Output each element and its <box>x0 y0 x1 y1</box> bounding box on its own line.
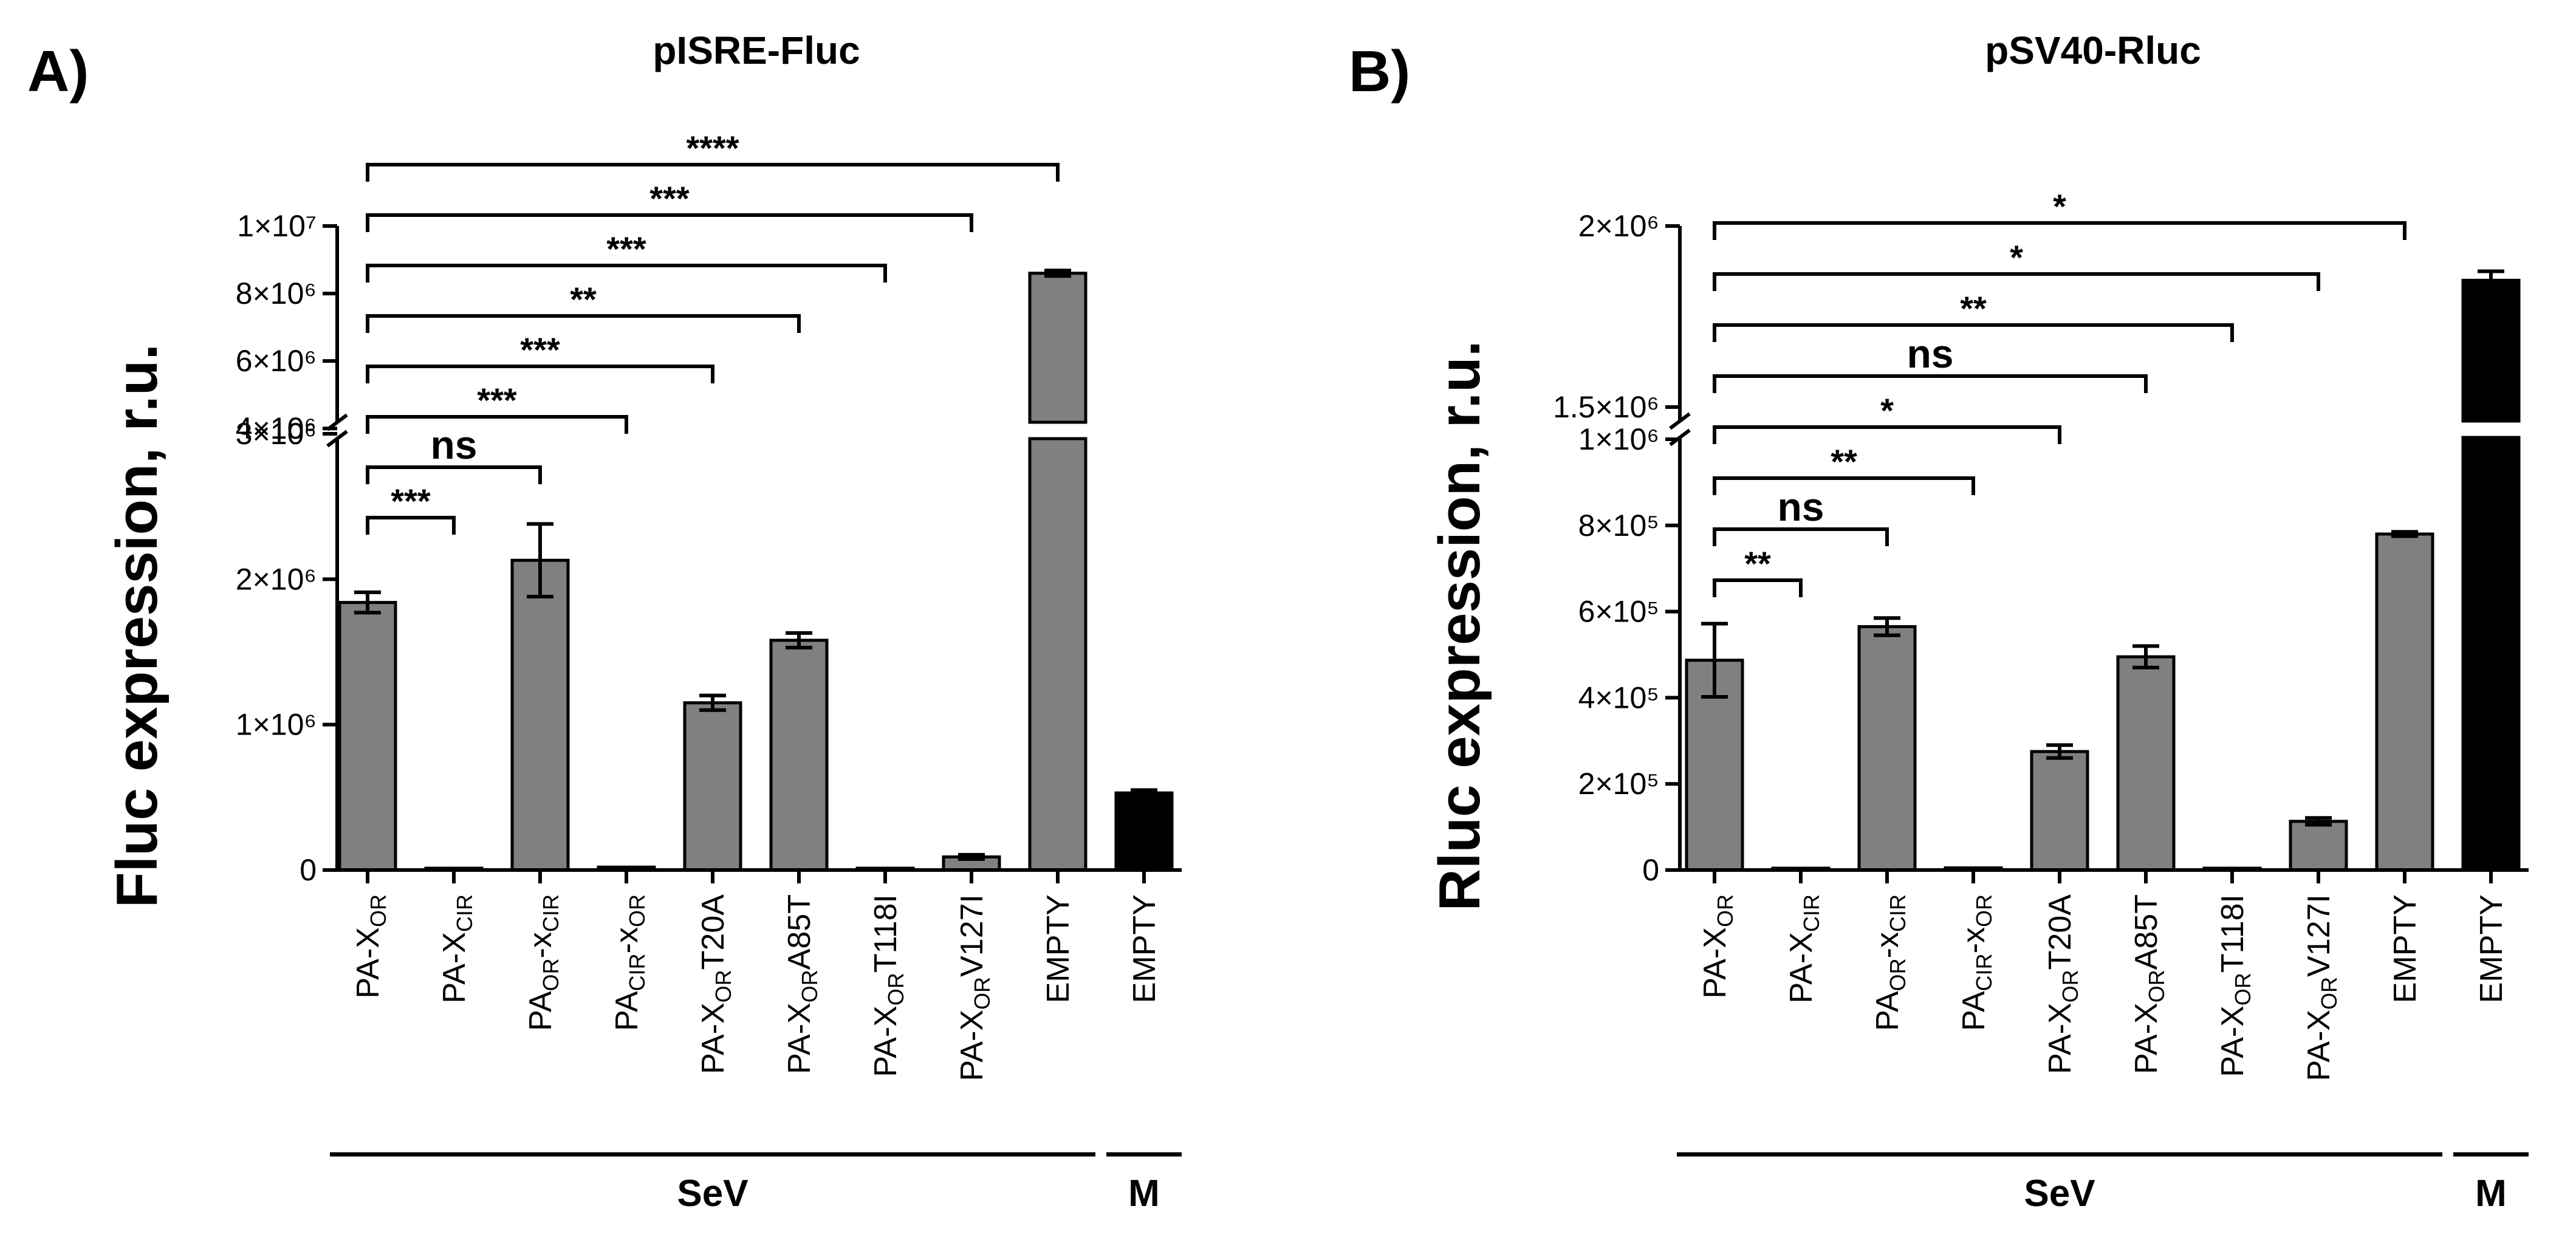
significance-label: ** <box>570 280 597 318</box>
significance-label: ** <box>1960 289 1987 327</box>
y-tick-label: 4×10⁶ <box>236 411 317 445</box>
group-label: M <box>1128 1173 1160 1215</box>
x-category-label: PACIR-xOR <box>1956 894 1996 1031</box>
x-category-label: PA-XCIR <box>1784 894 1824 1004</box>
significance-bracket <box>366 264 887 283</box>
significance-label: *** <box>391 482 431 520</box>
x-category-label: EMPTY <box>2474 894 2509 1003</box>
significance-bracket <box>1713 425 2061 444</box>
x-category-label: EMPTY <box>1041 894 1076 1003</box>
bar-lower-segment <box>2461 436 2521 872</box>
panel-a-y-axis-label: Fluc expression, r.u. <box>104 344 170 908</box>
bar-lower-segment <box>1028 437 1088 872</box>
panel-a-label: A) <box>27 39 89 104</box>
significance-bracket <box>1713 323 2234 342</box>
y-tick-label: 2×10⁵ <box>1578 767 1659 801</box>
y-tick-label: 2×10⁶ <box>236 562 317 596</box>
bar <box>338 601 397 872</box>
y-tick-label: 0 <box>1642 853 1659 887</box>
y-tick-label: 8×10⁶ <box>236 276 317 310</box>
axis-break-mark <box>1669 412 1691 430</box>
x-category-label: PA-XCIR <box>437 894 477 1004</box>
significance-label: * <box>1880 391 1894 430</box>
significance-label: ns <box>430 422 477 467</box>
x-category-label: PA-XORV127I <box>2301 894 2341 1081</box>
significance-bracket <box>366 213 973 232</box>
x-category-label: EMPTY <box>2388 894 2423 1003</box>
group-label: M <box>2475 1173 2507 1215</box>
bar-upper-segment <box>2461 278 2521 423</box>
significance-label: ns <box>1906 331 1953 376</box>
y-tick-label: 8×10⁵ <box>1578 509 1659 543</box>
x-category-label: PAOR-xCIR <box>1870 894 1910 1031</box>
y-tick-label: 6×10⁵ <box>1578 595 1659 629</box>
x-category-label: PA-XORV127I <box>954 894 995 1081</box>
bar <box>2289 820 2348 872</box>
panel-a-chart: A) pISRE-Fluc Fluc expression, r.u. 0 1×1… <box>27 29 1182 1215</box>
group-label: SeV <box>2024 1173 2095 1215</box>
significance-label: **** <box>686 129 739 167</box>
y-tick-label: 1.5×10⁶ <box>1553 390 1659 424</box>
bar <box>2030 750 2089 872</box>
significance-bracket <box>366 415 628 434</box>
significance-label: ** <box>1744 544 1771 583</box>
significance-label: * <box>2010 238 2023 276</box>
significance-label: * <box>2053 187 2066 225</box>
significance-label: *** <box>606 230 646 268</box>
significance-label: *** <box>649 179 690 218</box>
significance-label: *** <box>520 331 560 369</box>
significance-bracket <box>1713 221 2406 240</box>
x-category-label: EMPTY <box>1127 894 1162 1003</box>
bar <box>1114 791 1174 872</box>
x-category-label: PA-XORT20A <box>696 894 736 1074</box>
y-tick-label: 1×10⁷ <box>237 209 317 243</box>
y-tick-label: 4×10⁵ <box>1578 680 1659 714</box>
significance-label: ns <box>1777 484 1824 529</box>
panel-b-y-axis-label: Rluc expression, r.u. <box>1427 341 1492 911</box>
y-tick-label: 2×10⁶ <box>1578 209 1659 243</box>
x-category-label: PA-XORT20A <box>2043 894 2083 1074</box>
bar <box>769 639 829 872</box>
significance-bracket <box>1713 272 2320 291</box>
significance-bracket <box>1713 578 1803 597</box>
panel-b-label: B) <box>1349 39 1410 104</box>
axis-break-mark <box>326 430 348 448</box>
panel-a-title: pISRE-Fluc <box>653 29 860 72</box>
significance-label: ** <box>1831 442 1857 481</box>
bar <box>1857 625 1917 872</box>
significance-bracket <box>366 365 714 383</box>
significance-label: *** <box>477 381 517 419</box>
x-category-label: PA-XORT118I <box>2215 894 2255 1077</box>
x-category-label: PA-XORT118I <box>868 894 908 1077</box>
y-tick-label: 6×10⁶ <box>236 344 317 378</box>
significance-bracket <box>1713 374 2148 393</box>
bar <box>2375 532 2434 872</box>
x-category-label: PA-XORA85T <box>782 894 822 1074</box>
group-label: SeV <box>677 1173 748 1215</box>
significance-bracket <box>366 314 801 333</box>
significance-bracket <box>366 516 456 535</box>
bar <box>2116 655 2176 872</box>
y-tick-label: 1×10⁶ <box>1578 422 1659 456</box>
x-category-label: PA-XOR <box>1697 894 1738 999</box>
bar <box>510 558 570 872</box>
significance-bracket <box>366 163 1060 182</box>
y-tick-label: 1×10⁶ <box>236 708 317 742</box>
x-category-label: PA-XORA85T <box>2129 894 2169 1074</box>
x-category-label: PA-XOR <box>351 894 391 999</box>
significance-bracket <box>1713 476 1975 495</box>
bar-upper-segment <box>1028 272 1088 424</box>
x-category-label: PACIR-xOR <box>609 894 649 1031</box>
panel-b-title: pSV40-Rluc <box>1985 29 2201 72</box>
x-category-label: PAOR-xCIR <box>523 894 563 1031</box>
significance-bracket <box>1713 527 1889 546</box>
significance-bracket <box>366 465 542 484</box>
panel-b-chart: B) pSV40-Rluc Rluc expression, r.u. 0 2×1… <box>1349 29 2529 1215</box>
y-tick-label: 0 <box>300 853 317 887</box>
y-tick-label: 3×10⁶ <box>236 417 317 451</box>
bar <box>683 701 742 872</box>
